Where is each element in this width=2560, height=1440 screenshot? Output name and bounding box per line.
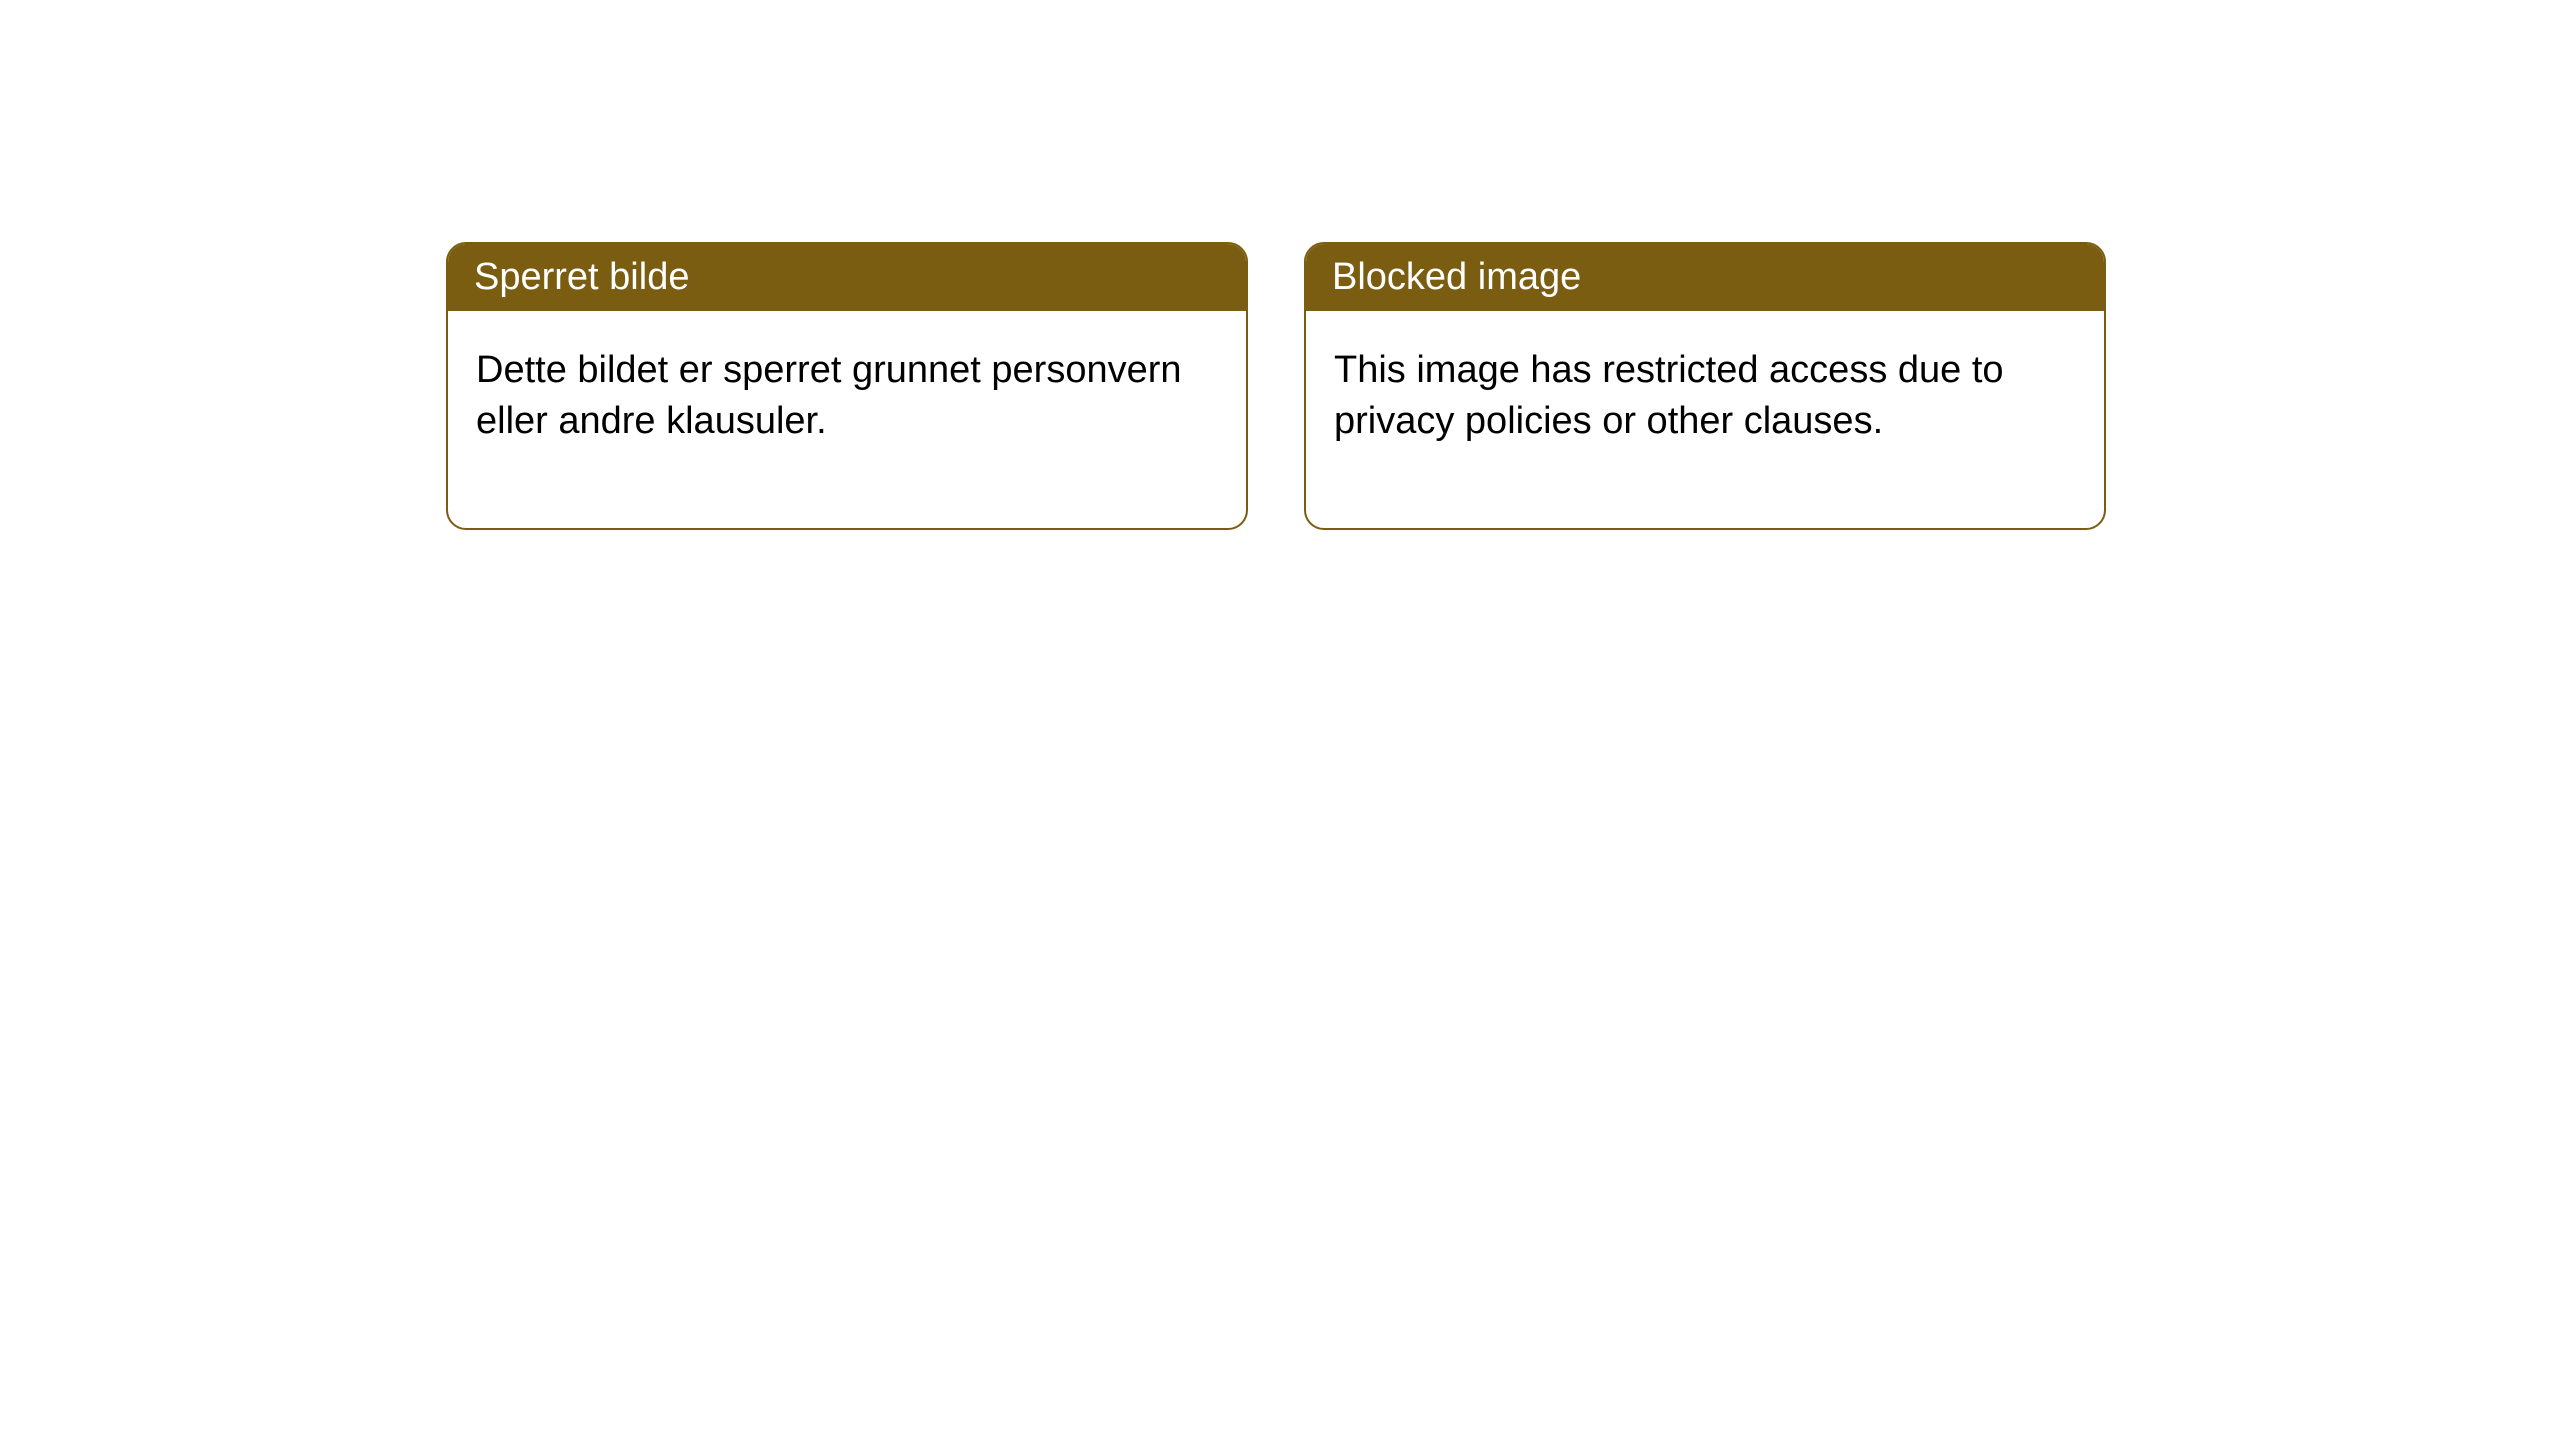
notice-card-english: Blocked image This image has restricted … [1304, 242, 2106, 530]
card-header-norwegian: Sperret bilde [448, 244, 1246, 311]
notice-container: Sperret bilde Dette bildet er sperret gr… [0, 0, 2560, 530]
header-title: Sperret bilde [474, 256, 689, 298]
card-body-english: This image has restricted access due to … [1306, 311, 2104, 528]
card-body-norwegian: Dette bildet er sperret grunnet personve… [448, 311, 1246, 528]
notice-card-norwegian: Sperret bilde Dette bildet er sperret gr… [446, 242, 1248, 530]
body-text: Dette bildet er sperret grunnet personve… [476, 349, 1182, 442]
card-header-english: Blocked image [1306, 244, 2104, 311]
body-text: This image has restricted access due to … [1334, 349, 2004, 442]
header-title: Blocked image [1332, 256, 1581, 298]
